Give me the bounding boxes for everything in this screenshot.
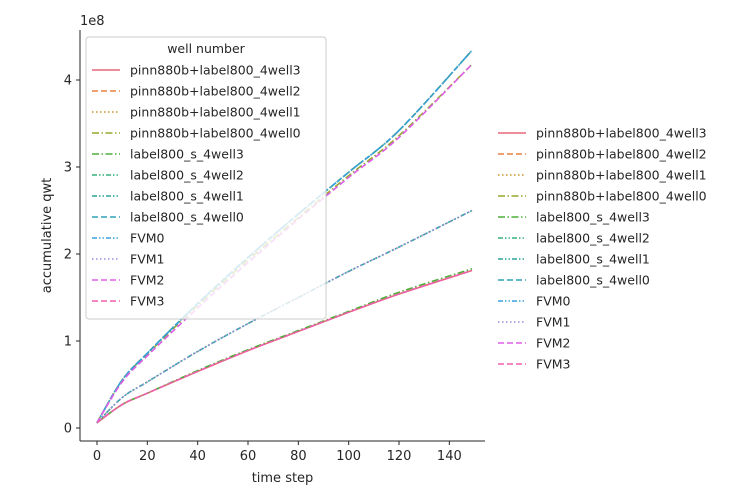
x-ticks: 0 20 40 60 80 100 120 140 bbox=[93, 441, 462, 464]
series-line-FVM0 bbox=[96, 49, 473, 424]
legend-label-FVM3: FVM3 bbox=[536, 357, 570, 372]
legend-label-FVM3: FVM3 bbox=[130, 294, 164, 309]
x-tick-label: 0 bbox=[93, 449, 101, 464]
y-ticks: 0 1 2 3 4 bbox=[64, 74, 80, 437]
legend-label-pinn880b+label800_4well1: pinn880b+label800_4well1 bbox=[130, 105, 301, 120]
x-tick-label: 80 bbox=[290, 449, 307, 464]
legend-label-pinn880b+label800_4well0: pinn880b+label800_4well0 bbox=[130, 126, 301, 141]
x-tick-label: 100 bbox=[336, 449, 361, 464]
x-tick-label: 40 bbox=[189, 449, 206, 464]
legend-label-FVM1: FVM1 bbox=[536, 315, 570, 330]
y-axis-label: accumulative qwt bbox=[40, 178, 55, 294]
x-axis-label: time step bbox=[252, 471, 314, 486]
legend-label-FVM0: FVM0 bbox=[536, 294, 571, 309]
legend-label-pinn880b+label800_4well1: pinn880b+label800_4well1 bbox=[536, 168, 707, 183]
legend-label-label800_s_4well2: label800_s_4well2 bbox=[536, 231, 650, 246]
legend-label-pinn880b+label800_4well0: pinn880b+label800_4well0 bbox=[536, 189, 707, 204]
legend-label-label800_s_4well3: label800_s_4well3 bbox=[130, 147, 244, 162]
series-line-FVM1 bbox=[96, 209, 473, 424]
y-tick-label: 1 bbox=[64, 335, 72, 350]
legend-label-label800_s_4well0: label800_s_4well0 bbox=[130, 210, 244, 225]
legend-label-pinn880b+label800_4well2: pinn880b+label800_4well2 bbox=[130, 84, 301, 99]
legend-label-label800_s_4well2: label800_s_4well2 bbox=[130, 168, 244, 183]
legend-label-pinn880b+label800_4well2: pinn880b+label800_4well2 bbox=[536, 147, 707, 162]
legend-title: well number bbox=[167, 41, 245, 56]
legend-label-FVM0: FVM0 bbox=[130, 231, 165, 246]
x-tick-label: 60 bbox=[240, 449, 257, 464]
y-tick-label: 2 bbox=[64, 248, 72, 263]
x-tick-label: 140 bbox=[437, 449, 462, 464]
legend-frame bbox=[85, 36, 327, 320]
y-offset-text: 1e8 bbox=[80, 14, 105, 29]
y-tick-label: 3 bbox=[64, 161, 72, 176]
y-tick-label: 4 bbox=[64, 74, 72, 89]
series-line-label800_s_4well3 bbox=[96, 268, 473, 424]
legend-label-pinn880b+label800_4well3: pinn880b+label800_4well3 bbox=[130, 63, 301, 78]
x-tick-label: 120 bbox=[387, 449, 412, 464]
legend-label-label800_s_4well3: label800_s_4well3 bbox=[536, 210, 650, 225]
legend-label-label800_s_4well1: label800_s_4well1 bbox=[130, 189, 244, 204]
legend-inside: well number pinn880b+label800_4well3 pinn8… bbox=[85, 36, 327, 320]
legend-outside: pinn880b+label800_4well3 pinn880b+label80… bbox=[498, 126, 707, 372]
legend-label-FVM2: FVM2 bbox=[536, 336, 570, 351]
legend-label-label800_s_4well0: label800_s_4well0 bbox=[536, 273, 650, 288]
legend-label-label800_s_4well1: label800_s_4well1 bbox=[536, 252, 650, 267]
x-tick-label: 20 bbox=[139, 449, 156, 464]
series-line-FVM3 bbox=[96, 269, 473, 424]
legend-label-FVM2: FVM2 bbox=[130, 273, 164, 288]
legend-label-FVM1: FVM1 bbox=[130, 252, 164, 267]
legend-label-pinn880b+label800_4well3: pinn880b+label800_4well3 bbox=[536, 126, 707, 141]
y-tick-label: 0 bbox=[64, 422, 72, 437]
